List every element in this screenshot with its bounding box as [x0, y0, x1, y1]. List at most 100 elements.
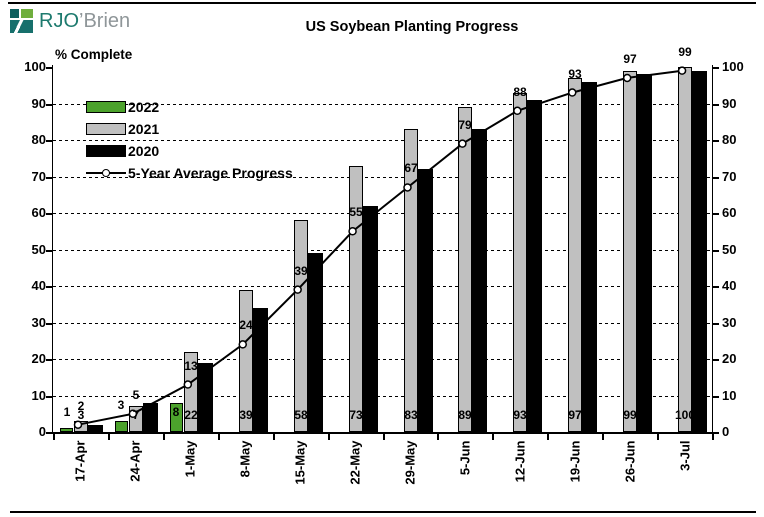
legend-swatch-2021: [86, 123, 126, 135]
gridline-30: [53, 323, 712, 324]
y-axis-line-left: [52, 65, 53, 434]
y-tick-label-left-50: 50: [31, 242, 46, 257]
y-tick-label-right-80: 80: [722, 132, 737, 147]
y-tick-label-right-50: 50: [722, 242, 737, 257]
average-label: 79: [458, 118, 472, 132]
bar-2020: [363, 206, 378, 432]
x-category-label: 5-Jun: [457, 440, 473, 476]
x-axis-line: [52, 432, 713, 434]
y-tick-label-right-30: 30: [722, 315, 737, 330]
y-tick-left-40: [46, 286, 52, 288]
x-tick-5: [328, 434, 330, 440]
x-category-label: 29-May: [402, 440, 418, 485]
y-tick-right-0: [713, 432, 719, 434]
bar-label-2021: 89: [458, 408, 472, 422]
y-tick-label-right-100: 100: [722, 59, 744, 74]
legend-label: 5-Year Average Progress: [128, 165, 293, 181]
y-tick-right-40: [713, 286, 719, 288]
legend-label: 2022: [128, 99, 160, 115]
bar-label-2021: 93: [513, 408, 527, 422]
average-label: 88: [513, 85, 527, 99]
bar-2021: [623, 71, 637, 432]
bar-label-2021: 7: [132, 408, 140, 422]
x-category-label: 17-Apr: [72, 440, 88, 482]
average-label: 97: [623, 52, 637, 66]
x-category-label: 22-May: [347, 440, 363, 485]
bar-2020: [582, 82, 597, 432]
gridline-40: [53, 286, 712, 287]
logo-square-teal: [10, 20, 33, 33]
bar-2021: [294, 220, 308, 432]
logo-square-green: [21, 9, 33, 18]
y-tick-right-30: [713, 323, 719, 325]
x-tick-0: [53, 434, 55, 440]
page-top-rule: [8, 2, 756, 4]
x-category-label: 8-May: [237, 440, 253, 478]
bar-2021: [74, 421, 88, 432]
average-label: 93: [568, 67, 582, 81]
x-tick-12: [712, 434, 714, 440]
bar-2020: [418, 169, 433, 432]
y-tick-label-right-20: 20: [722, 351, 737, 366]
x-category-label: 15-May: [292, 440, 308, 485]
y-tick-left-0: [46, 432, 52, 434]
legend-item-2021: 2021: [86, 118, 293, 140]
y-tick-label-right-10: 10: [722, 388, 737, 403]
y-tick-left-70: [46, 177, 52, 179]
logo-text-primary: RJO: [39, 9, 79, 32]
y-tick-label-left-80: 80: [31, 132, 46, 147]
average-label: 13: [184, 359, 198, 373]
y-tick-right-10: [713, 396, 719, 398]
x-tick-9: [547, 434, 549, 440]
rjobrien-logo-icon: [10, 9, 34, 33]
x-tick-3: [218, 434, 220, 440]
legend-label: 2021: [128, 121, 160, 137]
average-label: 55: [349, 205, 363, 219]
x-category-label: 1-May: [182, 440, 198, 478]
y-tick-left-50: [46, 250, 52, 252]
y-tick-left-100: [46, 67, 52, 69]
y-axis-line-right: [712, 65, 713, 434]
x-tick-2: [163, 434, 165, 440]
y-tick-label-right-40: 40: [722, 278, 737, 293]
gridline-20: [53, 359, 712, 360]
average-label: 99: [678, 45, 692, 59]
bar-label-2021: 39: [239, 408, 253, 422]
bar-2021: [678, 67, 692, 432]
y-tick-left-60: [46, 213, 52, 215]
page-bottom-rule: [10, 511, 756, 513]
bar-2021: [513, 93, 527, 432]
y-tick-label-right-0: 0: [722, 424, 730, 439]
y-tick-left-20: [46, 359, 52, 361]
y-tick-left-90: [46, 104, 52, 106]
bar-label-2021: 83: [404, 408, 418, 422]
bar-label-2021: 99: [623, 408, 637, 422]
y-tick-left-10: [46, 396, 52, 398]
y-tick-label-left-70: 70: [31, 169, 46, 184]
gridline-60: [53, 213, 712, 214]
x-category-label: 12-Jun: [512, 440, 528, 483]
legend-swatch-2020: [86, 145, 126, 157]
legend-item-2020: 2020: [86, 140, 293, 162]
y-tick-right-80: [713, 140, 719, 142]
bar-label-2021: 73: [349, 408, 363, 422]
bar-label-2021: 58: [294, 408, 308, 422]
logo-text-secondary: Brien: [83, 9, 131, 32]
y-axis-title: % Complete: [55, 47, 133, 62]
y-tick-label-left-100: 100: [24, 59, 46, 74]
bar-2020: [308, 253, 323, 432]
legend-swatch-2022: [86, 101, 126, 113]
x-tick-10: [602, 434, 604, 440]
average-label: 24: [239, 318, 253, 332]
x-tick-4: [273, 434, 275, 440]
y-tick-label-left-0: 0: [38, 424, 46, 439]
y-tick-right-20: [713, 359, 719, 361]
bar-2020: [472, 129, 487, 432]
bar-label-2022: 1: [63, 405, 71, 419]
x-tick-8: [492, 434, 494, 440]
bar-2020: [637, 74, 652, 432]
gridline-50: [53, 250, 712, 251]
x-tick-7: [437, 434, 439, 440]
x-category-label: 24-Apr: [127, 440, 143, 482]
